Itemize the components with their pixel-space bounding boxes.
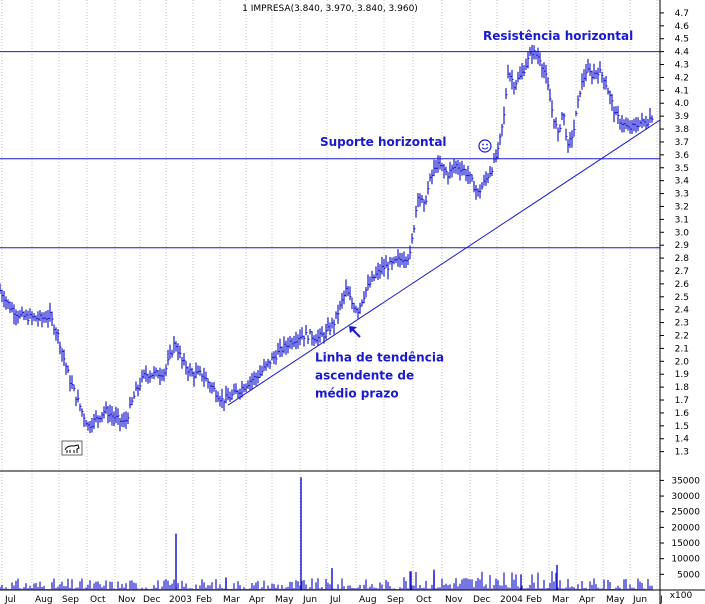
x-tick-label: Jul <box>329 595 341 604</box>
x-tick-label: Feb <box>526 595 542 604</box>
x-tick-label: 2004 <box>500 595 523 604</box>
annotation-text: médio prazo <box>315 386 399 400</box>
price-tick-label: 4.6 <box>675 22 690 32</box>
smiley-icon <box>478 139 492 153</box>
price-tick-label: 4.2 <box>675 73 689 83</box>
x-tick-label: Jun <box>302 595 317 604</box>
price-tick-label: 1.4 <box>675 435 690 445</box>
price-tick-label: 1.8 <box>675 383 690 393</box>
price-tick-label: 2.9 <box>675 241 690 251</box>
volume-tick-label: 10000 <box>671 555 700 565</box>
x-tick-label: Dec <box>143 595 160 604</box>
annotations: Resistência horizontal Suporte horizontal… <box>315 29 633 400</box>
x-tick-label: Jun <box>632 595 647 604</box>
volume-tick-label: 25000 <box>671 508 700 518</box>
price-tick-label: 1.3 <box>675 448 689 458</box>
x-tick-label: Aug <box>359 595 377 604</box>
volume-tick-label: 30000 <box>671 492 700 502</box>
price-tick-label: 2.4 <box>675 306 690 316</box>
price-tick-label: 3.3 <box>675 190 689 200</box>
price-tick-label: 1.6 <box>675 409 690 419</box>
price-tick-label: 2.8 <box>675 254 690 264</box>
trend-line <box>227 119 661 406</box>
trend-line-group <box>227 119 661 406</box>
x-tick-label: Nov <box>445 595 463 604</box>
price-tick-label: 3.7 <box>675 138 689 148</box>
price-tick-label: 1.5 <box>675 422 689 432</box>
price-tick-label: 4.4 <box>675 48 690 58</box>
x-tick-label: Apr <box>249 595 265 604</box>
price-tick-label: 2.5 <box>675 293 689 303</box>
price-tick-label: 2.0 <box>675 357 690 367</box>
x-tick-label: May <box>606 595 625 604</box>
price-tick-label: 4.3 <box>675 61 689 71</box>
annotation-text: ascendente de <box>315 368 414 382</box>
x-tick-label: 2003 <box>169 595 192 604</box>
x-tick-label: Sep <box>387 595 404 604</box>
x-tick-label: Oct <box>90 595 106 604</box>
x-tick-label: Mar <box>552 595 569 604</box>
volume-tick-labels: 5000 10000 15000 20000 25000 30000 35000 <box>660 476 700 580</box>
x-tick-label: Jul <box>4 595 16 604</box>
annotation-text: Suporte horizontal <box>320 135 447 149</box>
price-tick-label: 3.8 <box>675 125 690 135</box>
price-tick-label: 2.1 <box>675 344 689 354</box>
price-tick-label: 2.7 <box>675 267 689 277</box>
price-tick-labels: 1.3 1.4 1.5 1.6 1.7 1.8 1.9 2.0 2.1 2.2 2.3 2.4 2.5 2… <box>660 9 689 458</box>
annotation-text: Resistência horizontal <box>483 29 633 43</box>
price-tick-label: 2.3 <box>675 319 689 329</box>
volume-tick-label: 20000 <box>671 523 700 533</box>
x-tick-labels: Jul Aug Sep Oct Nov Dec 2003 Feb Mar Apr May Jun Jul… <box>4 595 663 604</box>
x-tick-label: Feb <box>196 595 212 604</box>
price-tick-label: 1.7 <box>675 396 689 406</box>
price-tick-label: 3.5 <box>675 164 689 174</box>
price-tick-label: 3.6 <box>675 151 690 161</box>
x-tick-label: Aug <box>35 595 53 604</box>
volume-tick-label: 5000 <box>677 570 700 580</box>
x-tick-label: Apr <box>579 595 595 604</box>
price-tick-label: 3.2 <box>675 202 689 212</box>
x-tick-label: Oct <box>416 595 432 604</box>
volume-unit-label: x100 <box>670 591 693 601</box>
x-tick-label: May <box>275 595 294 604</box>
price-tick-label: 3.1 <box>675 215 689 225</box>
price-tick-label: 1.9 <box>675 370 690 380</box>
x-tick-label: Sep <box>62 595 79 604</box>
x-tick-label: Mar <box>223 595 240 604</box>
x-tick-label: Dec <box>473 595 490 604</box>
price-tick-label: 2.2 <box>675 332 689 342</box>
horizontal-lines <box>0 51 660 249</box>
volume-tick-label: 35000 <box>671 476 700 486</box>
x-tick-label: J <box>659 595 663 604</box>
price-tick-label: 4.0 <box>675 99 690 109</box>
price-tick-label: 4.7 <box>675 9 689 19</box>
volume-tick-label: 15000 <box>671 539 700 549</box>
price-series <box>0 44 654 434</box>
annotation-text: Linha de tendência <box>315 350 444 364</box>
price-tick-label: 3.4 <box>675 177 690 187</box>
arrow-icon <box>349 326 361 338</box>
price-tick-label: 2.6 <box>675 280 690 290</box>
price-tick-label: 3.0 <box>675 228 690 238</box>
bull-icon <box>61 440 83 456</box>
x-tick-label: Nov <box>118 595 136 604</box>
price-tick-label: 4.5 <box>675 35 689 45</box>
price-tick-label: 3.9 <box>675 112 690 122</box>
chart-title: 1 IMPRESA(3.840, 3.970, 3.840, 3.960) <box>242 4 418 14</box>
volume-series <box>0 477 653 590</box>
price-tick-label: 4.1 <box>675 86 689 96</box>
